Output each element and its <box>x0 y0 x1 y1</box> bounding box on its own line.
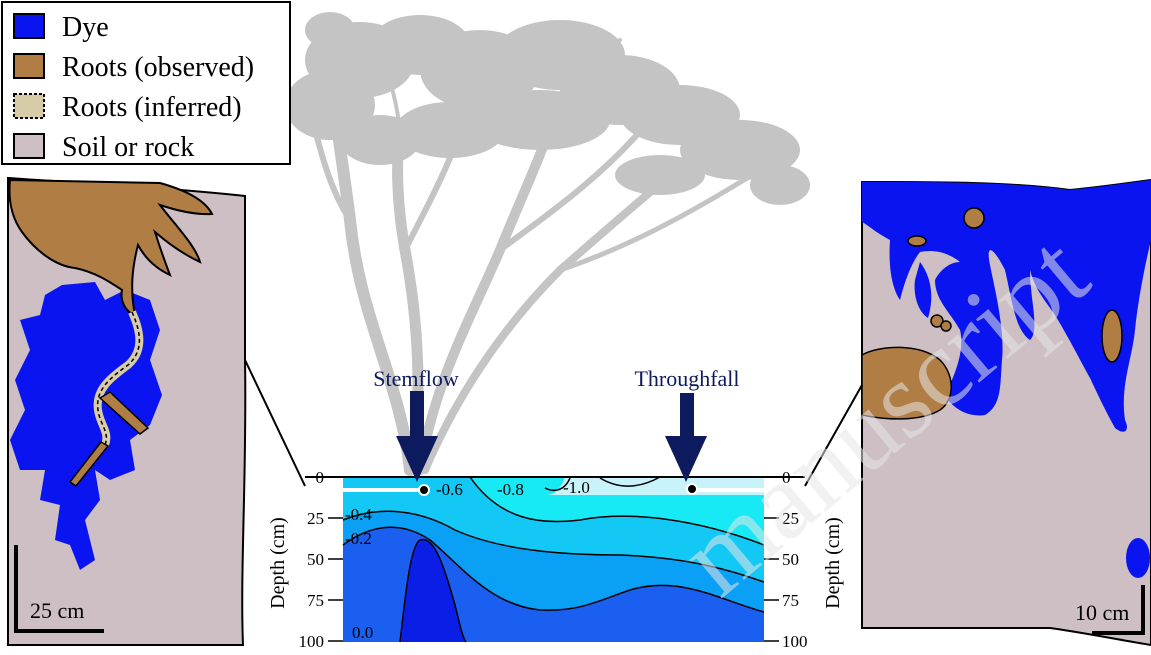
right-root-small-4 <box>940 320 952 332</box>
right-tick-100: 100 <box>782 632 808 651</box>
right-tick-0: 0 <box>782 468 791 487</box>
left-tick-100: 100 <box>299 632 325 651</box>
stemflow-arrow: Stemflow <box>373 366 459 482</box>
soil-swatch <box>13 133 45 159</box>
left-tick-25: 25 <box>307 509 324 528</box>
contour-label-neg-0.8: -0.8 <box>497 480 524 499</box>
legend-label-roots-inferred: Roots (inferred) <box>62 92 242 123</box>
right-tick-50: 50 <box>782 550 799 569</box>
right-root-small-3 <box>930 314 944 328</box>
contour-label-neg-0.6: -0.6 <box>436 480 463 499</box>
throughfall-sensor-dot <box>686 483 698 495</box>
right-panel: 10 cm <box>861 178 1151 647</box>
sensor-marks <box>343 483 764 496</box>
legend-item-dye: Dye <box>13 12 109 43</box>
right-root-small-1 <box>963 207 985 229</box>
right-root-oval <box>1101 309 1123 363</box>
dye-swatch <box>13 13 45 39</box>
contour-label-0.0: 0.0 <box>352 623 373 642</box>
legend-item-roots-inferred: Roots (inferred) <box>13 92 242 123</box>
profile: -0.6 -0.8 -1.0 -0.4 -0.2 0.0 0 25 50 75 … <box>267 468 844 651</box>
right-scale-label: 10 cm <box>1075 600 1129 625</box>
right-root-small-2 <box>907 235 927 247</box>
left-tick-0: 0 <box>316 468 325 487</box>
left-tick-50: 50 <box>307 550 324 569</box>
legend-item-soil: Soil or rock <box>13 132 194 163</box>
stemflow-label: Stemflow <box>373 366 459 391</box>
legend-label-dye: Dye <box>62 12 109 43</box>
left-axis-label: Depth (cm) <box>267 517 289 609</box>
stemflow-arrow-icon <box>396 391 438 482</box>
legend-label-soil: Soil or rock <box>62 132 194 163</box>
right-axis-label: Depth (cm) <box>822 517 844 609</box>
contour-labels: -0.6 -0.8 -1.0 -0.4 -0.2 0.0 <box>345 478 590 642</box>
connector-lines <box>244 359 863 487</box>
contour-lines <box>342 476 765 643</box>
left-root-observed-tip <box>68 441 110 488</box>
legend: Dye Roots (observed) Roots (inferred) So… <box>1 1 291 165</box>
left-depth-axis: 0 25 50 75 100 <box>299 468 343 651</box>
legend-frame <box>1 1 291 165</box>
roots-observed-swatch <box>13 53 45 79</box>
left-scale-bar <box>14 545 104 633</box>
contour-band-0.0 <box>400 539 466 642</box>
right-tick-75: 75 <box>782 591 799 610</box>
legend-label-roots-observed: Roots (observed) <box>62 52 254 83</box>
left-connector <box>244 359 306 487</box>
throughfall-arrow-icon <box>665 393 707 482</box>
right-scale-bar <box>1092 585 1145 635</box>
left-root-observed-segment <box>98 391 150 435</box>
left-panel: 25 cm <box>7 176 247 646</box>
contour-label-neg-0.4: -0.4 <box>345 505 372 524</box>
contour-label-neg-1.0: -1.0 <box>563 478 590 497</box>
right-depth-axis: 0 25 50 75 100 <box>764 468 808 651</box>
right-dye-finger <box>914 262 932 318</box>
left-root-inferred-outline <box>96 311 141 446</box>
left-tick-75: 75 <box>307 591 324 610</box>
right-connector <box>804 384 863 487</box>
right-root-large <box>861 346 952 420</box>
roots-inferred-swatch <box>13 93 45 119</box>
legend-item-roots-observed: Roots (observed) <box>13 52 254 83</box>
right-tick-25: 25 <box>782 509 799 528</box>
throughfall-label: Throughfall <box>634 366 739 391</box>
right-dye-region <box>862 180 1151 432</box>
contour-label-neg-0.2: -0.2 <box>345 529 372 548</box>
tree-silhouette <box>285 12 810 476</box>
left-scale-label: 25 cm <box>30 598 84 623</box>
right-dye-blob <box>1126 538 1150 578</box>
left-dye-patch <box>10 282 162 570</box>
stemflow-sensor-dot <box>418 484 430 496</box>
left-root-observed-main <box>8 178 214 317</box>
throughfall-arrow: Throughfall <box>634 366 740 482</box>
right-roots <box>861 207 1123 420</box>
